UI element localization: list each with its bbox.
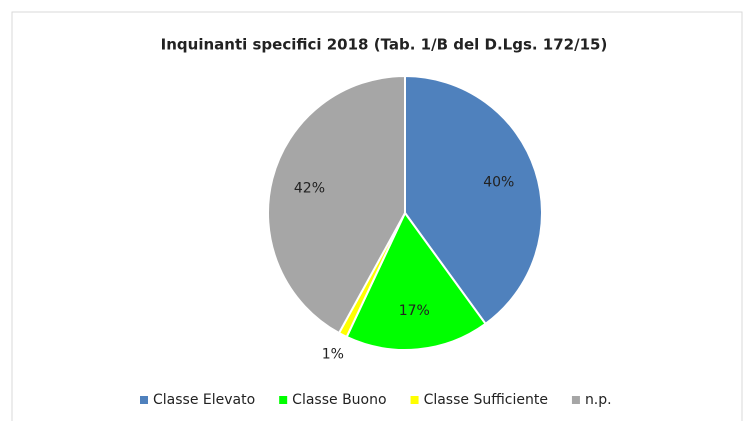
legend-label: n.p. — [585, 392, 612, 408]
legend-label: Classe Buono — [292, 392, 386, 408]
pie-slice — [345, 211, 487, 351]
data-label: 1% — [322, 347, 344, 363]
legend-swatch — [410, 396, 419, 404]
data-label: 42% — [294, 180, 325, 196]
data-label: 17% — [399, 303, 430, 319]
legend-swatch — [279, 396, 288, 404]
pie-slice — [404, 74, 543, 326]
legend-label: Classe Elevato — [153, 392, 255, 408]
data-label: 40% — [483, 175, 514, 191]
legend-label: Classe Sufficiente — [424, 392, 548, 408]
legend-swatch — [571, 396, 580, 404]
legend-swatch — [140, 396, 148, 404]
pie-slice — [267, 74, 406, 335]
chart-title: Inquinanti specifici 2018 (Tab. 1/B del … — [161, 36, 608, 54]
